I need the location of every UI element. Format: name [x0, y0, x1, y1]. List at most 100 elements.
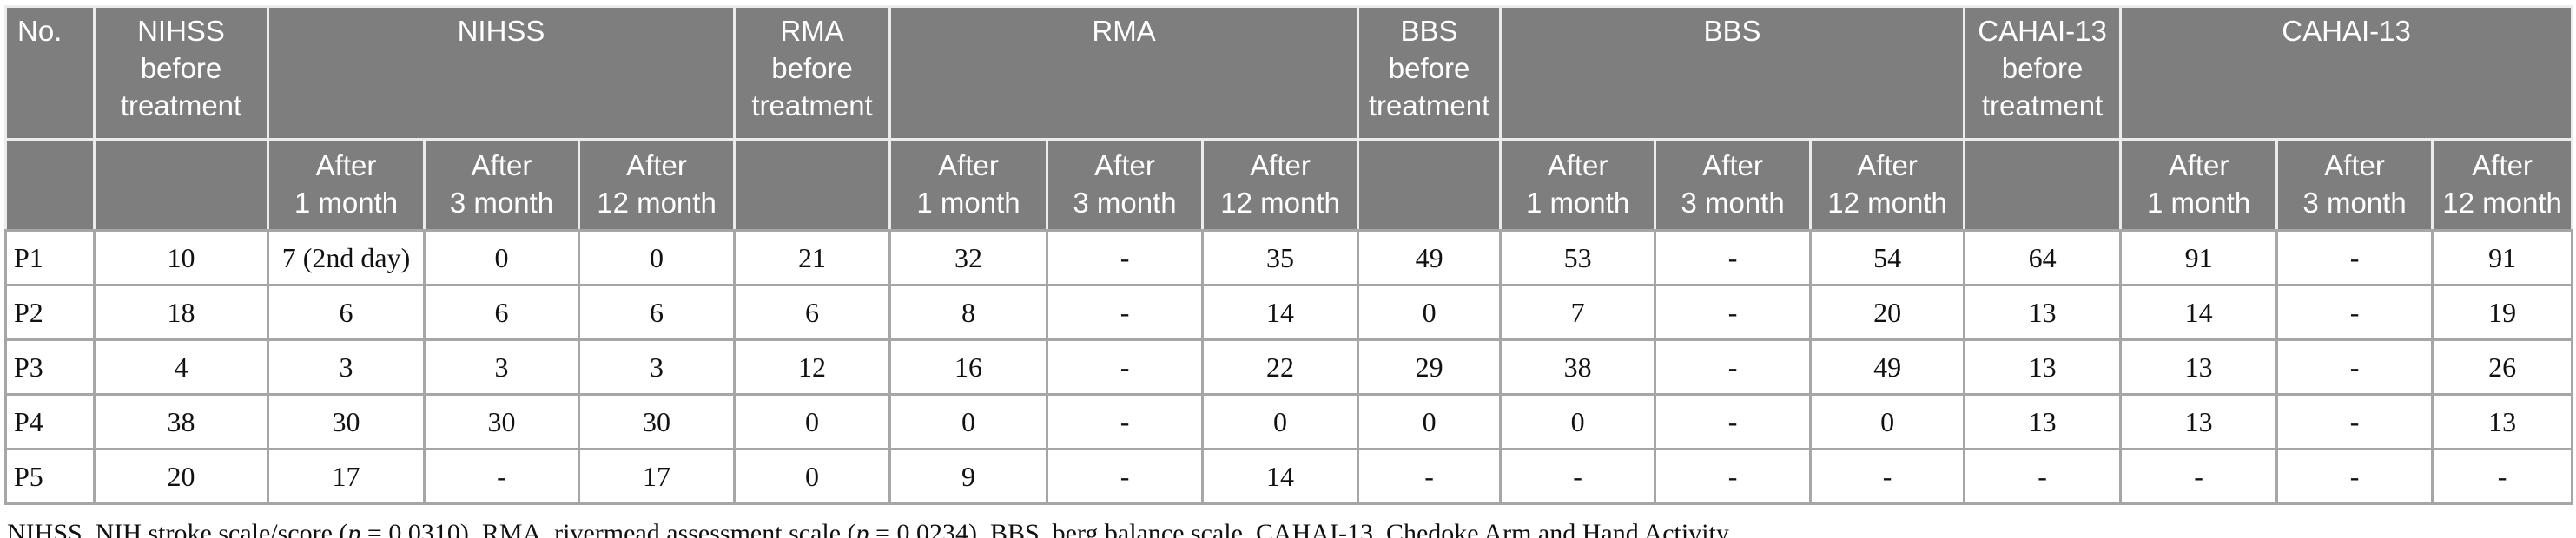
data-cell: 0	[1809, 393, 1966, 450]
data-cell: 14	[2119, 284, 2279, 341]
data-cell: 13	[2119, 393, 2279, 450]
data-cell: 8	[888, 284, 1049, 341]
footnote-text: = 0.0234). BBS, berg balance scale. CAHA…	[869, 519, 1734, 538]
col-header-bbs-after-12-month: After 12 month	[1809, 138, 1966, 232]
data-cell: 3	[423, 338, 580, 396]
data-cell: 13	[2431, 393, 2574, 450]
data-cell: 49	[1809, 338, 1966, 396]
row-label: P2	[4, 284, 96, 341]
data-cell: 22	[1201, 338, 1360, 396]
header-spacer-cahai13-before	[1963, 138, 2123, 232]
table-row: P2 18 6 6 6 6 8-14 0 7-20 13 14-19	[4, 284, 2574, 341]
data-cell: 32	[888, 229, 1049, 286]
data-cell: -	[1654, 338, 1813, 396]
data-cell: 12	[733, 338, 892, 396]
data-cell: 18	[93, 284, 269, 341]
col-header-cahai13-after-12-month: After 12 month	[2431, 138, 2574, 232]
data-cell: 0	[888, 393, 1049, 450]
header-row-timepoints: After 1 month After 3 month After 12 mon…	[4, 138, 2574, 232]
data-cell: -	[2275, 448, 2434, 505]
row-label: P1	[4, 229, 96, 286]
data-cell: 3	[577, 338, 736, 396]
col-header-cahai13-after-1-month: After 1 month	[2119, 138, 2279, 232]
data-cell: 6	[733, 284, 892, 341]
data-cell: 10	[93, 229, 269, 286]
table-row: P5 20 17-17 0 9-14- - - - - - - -	[4, 448, 2574, 505]
data-cell: 20	[1809, 284, 1966, 341]
data-cell: -	[2431, 448, 2574, 505]
data-cell: 91	[2119, 229, 2279, 286]
data-cell: -	[423, 448, 580, 505]
footnote: NIHSS, NIH stroke scale/score (p = 0.031…	[7, 519, 2576, 538]
data-cell: 0	[423, 229, 580, 286]
data-cell: 19	[2431, 284, 2574, 341]
data-cell: -	[1499, 448, 1657, 505]
data-cell: 64	[1963, 229, 2123, 286]
table-row: P3 4 3 3 3 12 16-22 29 38-49 13 13-26	[4, 338, 2574, 396]
data-cell: 26	[2431, 338, 2574, 396]
header-spacer-rma-before	[733, 138, 892, 232]
data-cell: 0	[577, 229, 736, 286]
data-cell: 91	[2431, 229, 2574, 286]
data-cell: -	[1046, 284, 1205, 341]
data-cell: 0	[1357, 284, 1503, 341]
table-row: P4 38 30 30 30 0 0-0 0 0-0 13 13-13	[4, 393, 2574, 450]
footnote-italic-p: p	[855, 519, 869, 538]
table-body: P1 10 7 (2nd day) 0 0 21 32-35 49 53-54 64 91-91 P2…	[4, 229, 2574, 505]
data-cell: 38	[1499, 338, 1657, 396]
col-header-cahai13-after-3-month: After 3 month	[2275, 138, 2434, 232]
col-header-bbs-after-1-month: After 1 month	[1499, 138, 1657, 232]
data-cell: 9	[888, 448, 1049, 505]
data-cell: -	[1046, 338, 1205, 396]
data-cell: -	[1654, 229, 1813, 286]
data-cell: 30	[267, 393, 426, 450]
data-cell: 17	[577, 448, 736, 505]
data-cell: 3	[267, 338, 426, 396]
data-cell: -	[2119, 448, 2279, 505]
table-header: No. NIHSS before treatment NIHSS RMA bef…	[4, 5, 2574, 232]
data-cell: 4	[93, 338, 269, 396]
data-cell: -	[1963, 448, 2123, 505]
data-cell: 29	[1357, 338, 1503, 396]
data-cell: -	[2275, 338, 2434, 396]
group-header-cahai13: CAHAI-13	[2119, 5, 2574, 141]
col-header-rma-after-12-month: After 12 month	[1201, 138, 1360, 232]
data-cell: 6	[423, 284, 580, 341]
data-cell: 54	[1809, 229, 1966, 286]
col-header-rma-after-1-month: After 1 month	[888, 138, 1049, 232]
data-cell: 30	[577, 393, 736, 450]
data-cell: 16	[888, 338, 1049, 396]
row-label: P5	[4, 448, 96, 505]
col-header-no: No.	[4, 5, 96, 141]
data-cell: 0	[1201, 393, 1360, 450]
col-header-cahai13-before-treatment: CAHAI-13 before treatment	[1963, 5, 2123, 141]
paper-table-figure: No. NIHSS before treatment NIHSS RMA bef…	[0, 5, 2576, 538]
data-cell: 0	[1357, 393, 1503, 450]
data-cell: -	[1046, 393, 1205, 450]
col-header-nihss-after-1-month: After 1 month	[267, 138, 426, 232]
data-cell: 6	[267, 284, 426, 341]
col-header-bbs-after-3-month: After 3 month	[1654, 138, 1813, 232]
data-cell: -	[1809, 448, 1966, 505]
data-cell: -	[2275, 284, 2434, 341]
group-header-rma: RMA	[888, 5, 1360, 141]
results-table: No. NIHSS before treatment NIHSS RMA bef…	[4, 5, 2574, 505]
footnote-italic-p: p	[347, 519, 361, 538]
data-cell: 17	[267, 448, 426, 505]
data-cell: -	[2275, 393, 2434, 450]
data-cell: 7 (2nd day)	[267, 229, 426, 286]
col-header-nihss-after-12-month: After 12 month	[577, 138, 736, 232]
footnote-text: NIHSS, NIH stroke scale/score (	[7, 519, 348, 538]
data-cell: 0	[733, 393, 892, 450]
header-spacer-bbs-before	[1357, 138, 1503, 232]
col-header-nihss-after-3-month: After 3 month	[423, 138, 580, 232]
footnote-text: = 0.0310). RMA, rivermead assessment sca…	[360, 519, 856, 538]
row-label: P4	[4, 393, 96, 450]
col-header-nihss-before-treatment: NIHSS before treatment	[93, 5, 269, 141]
row-label: P3	[4, 338, 96, 396]
data-cell: 53	[1499, 229, 1657, 286]
data-cell: 0	[1499, 393, 1657, 450]
data-cell: -	[1654, 393, 1813, 450]
data-cell: -	[1046, 448, 1205, 505]
data-cell: 13	[1963, 393, 2123, 450]
